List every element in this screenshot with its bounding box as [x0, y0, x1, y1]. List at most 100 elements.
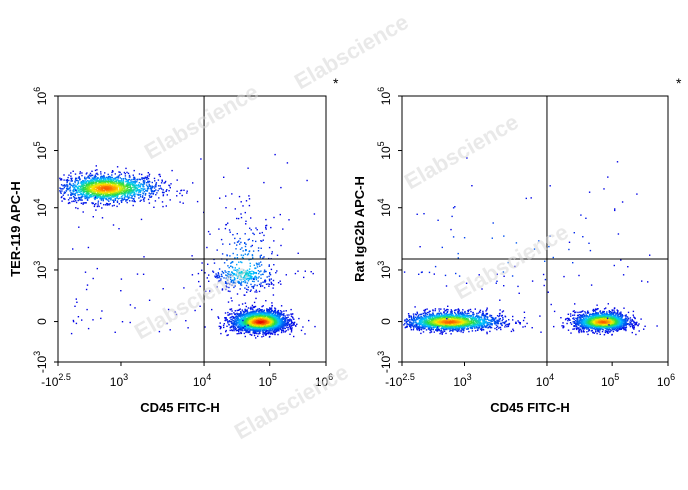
event-dot: [165, 205, 167, 207]
event-dot: [136, 273, 139, 275]
event-dot: [261, 319, 263, 321]
event-dot: [80, 193, 82, 196]
y-tick-label: 105: [32, 141, 49, 159]
event-dot: [122, 185, 124, 188]
event-dot: [121, 189, 123, 192]
event-dot: [242, 318, 245, 320]
event-dot: [235, 273, 238, 275]
event-dot: [259, 332, 261, 334]
event-dot: [285, 317, 287, 319]
event-dot: [228, 276, 230, 279]
event-dot: [270, 333, 272, 335]
event-dot: [72, 185, 74, 187]
event-dot: [230, 326, 233, 328]
event-dot: [236, 277, 239, 279]
event-dot: [260, 285, 262, 288]
event-dot: [129, 321, 131, 324]
event-dot: [88, 195, 90, 197]
event-dot: [214, 276, 217, 278]
event-dot: [86, 185, 88, 187]
event-dot: [234, 310, 236, 312]
event-dot: [136, 187, 138, 189]
event-dot: [262, 312, 264, 314]
event-dot: [303, 276, 305, 279]
event-dot: [230, 271, 233, 273]
event-dot: [240, 261, 242, 263]
event-dot: [150, 188, 152, 190]
event-dot: [253, 278, 255, 280]
event-dot: [217, 280, 220, 283]
event-dot: [62, 188, 64, 190]
event-dot: [96, 190, 99, 192]
event-dot: [115, 187, 117, 189]
event-dot: [264, 280, 267, 282]
event-dot: [264, 281, 266, 283]
event-dot: [96, 193, 98, 195]
event-dot: [268, 265, 270, 267]
event-dot: [134, 185, 136, 187]
event-dot: [289, 319, 291, 321]
event-dot: [83, 184, 85, 187]
event-dot: [297, 252, 299, 254]
event-dot: [282, 313, 284, 315]
event-dot: [128, 182, 130, 184]
event-dot: [72, 189, 75, 191]
event-dot: [284, 318, 287, 321]
event-dot: [122, 183, 124, 185]
event-dot: [270, 315, 273, 317]
event-dot: [244, 326, 247, 328]
event-dot: [111, 186, 113, 188]
event-dot: [240, 332, 242, 334]
event-dot: [238, 313, 240, 315]
event-dot: [113, 178, 115, 180]
event-dot: [279, 317, 281, 319]
event-dot: [63, 191, 66, 193]
event-dot: [234, 285, 236, 287]
event-dot: [158, 173, 160, 176]
event-dot: [250, 308, 252, 311]
event-dot: [273, 240, 275, 242]
event-dot: [62, 194, 64, 196]
event-dot: [270, 278, 272, 280]
left-y-axis-label: TER-119 APC-H: [8, 181, 23, 277]
event-dot: [250, 278, 252, 280]
event-dot: [115, 180, 117, 182]
event-dot: [126, 199, 128, 201]
event-dot: [105, 186, 107, 188]
event-dot: [126, 186, 128, 188]
event-dot: [90, 182, 92, 184]
event-dot: [282, 228, 284, 230]
event-dot: [251, 280, 254, 282]
event-dot: [280, 326, 283, 328]
event-dot: [153, 190, 155, 193]
event-dot: [248, 331, 250, 334]
event-dot: [244, 287, 246, 289]
event-dot: [255, 330, 257, 332]
event-dot: [125, 200, 127, 202]
event-dot: [286, 322, 288, 325]
event-dot: [245, 319, 248, 322]
event-dot: [244, 315, 247, 317]
event-dot: [228, 314, 230, 316]
event-dot: [109, 203, 111, 205]
event-dot: [277, 282, 280, 284]
event-dot: [242, 318, 244, 320]
event-dot: [264, 332, 266, 334]
event-dot: [259, 325, 261, 327]
event-dot: [102, 179, 105, 181]
event-dot: [124, 194, 127, 196]
event-dot: [79, 171, 81, 173]
event-dot: [264, 313, 266, 315]
event-dot: [118, 203, 120, 205]
event-dot: [263, 332, 265, 334]
event-dot: [70, 178, 73, 181]
event-dot: [134, 187, 137, 189]
event-dot: [128, 191, 130, 194]
event-dot: [78, 226, 80, 228]
event-dot: [310, 271, 312, 273]
event-dot: [242, 319, 244, 322]
event-dot: [112, 192, 114, 194]
event-dot: [278, 319, 281, 321]
event-dot: [73, 187, 75, 189]
event-dot: [260, 274, 262, 276]
